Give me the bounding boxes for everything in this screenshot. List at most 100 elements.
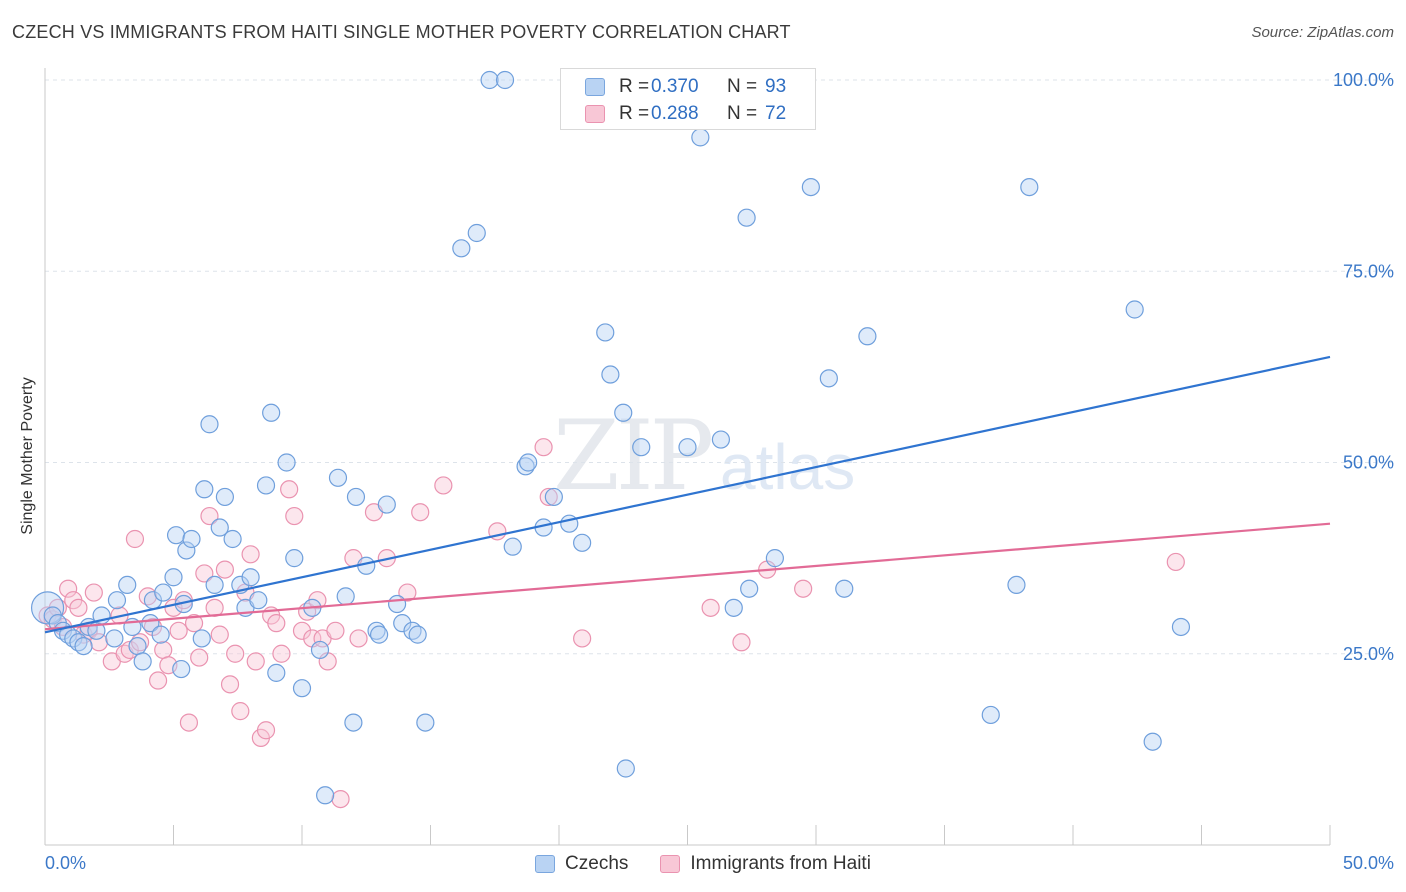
czech-point <box>596 323 615 342</box>
czech-point <box>249 591 268 610</box>
czech-points <box>30 70 1191 805</box>
czech-point <box>678 438 697 457</box>
czech-point <box>182 529 201 549</box>
czech-point <box>691 128 710 147</box>
czech-point <box>151 625 170 644</box>
czech-point <box>1125 300 1144 319</box>
czech-point <box>711 430 731 449</box>
czech-point <box>336 587 355 606</box>
haiti-point <box>534 438 553 457</box>
czech-point <box>74 636 93 656</box>
r-label: R = <box>619 103 650 124</box>
haiti-point <box>398 583 417 602</box>
czech-point <box>210 518 229 537</box>
haiti-trend-line <box>44 522 1331 631</box>
czech-point <box>192 629 211 648</box>
haiti-point <box>326 621 345 640</box>
czech-point <box>416 713 435 732</box>
gridlines <box>45 79 1392 655</box>
czech-point <box>737 208 756 227</box>
czech-point <box>223 529 242 549</box>
haiti-point <box>184 614 204 633</box>
czech-point <box>467 223 486 243</box>
czech-point <box>495 70 515 90</box>
x-tick-label: 0.0% <box>45 853 86 873</box>
czech-point <box>205 575 224 595</box>
legend-item-czechs: Czechs <box>535 853 628 875</box>
czech-point <box>316 786 335 805</box>
y-tick-label: 100.0% <box>1333 70 1394 90</box>
haiti-point <box>292 621 312 640</box>
n-label: N = <box>727 76 758 97</box>
czech-point <box>154 583 173 602</box>
czech-point <box>346 487 366 507</box>
czech-point <box>285 549 304 568</box>
czech-point <box>452 239 471 258</box>
czech-point <box>262 403 281 422</box>
czech-point <box>195 480 214 499</box>
haiti-point <box>256 721 276 740</box>
series-legend: Czechs Immigrants from Haiti <box>0 852 1406 876</box>
haiti-point <box>267 614 286 633</box>
haiti-point <box>411 503 430 522</box>
czech-point <box>801 178 820 197</box>
czech-point <box>835 579 854 598</box>
czech-point <box>128 636 147 656</box>
haiti-point <box>272 644 291 663</box>
haiti-point <box>280 480 299 499</box>
r-label: R = <box>619 76 650 97</box>
czech-point <box>133 652 152 671</box>
czech-point <box>141 614 160 633</box>
czech-point <box>858 327 877 346</box>
y-tick-label: 25.0% <box>1343 644 1394 664</box>
legend-label-czechs: Czechs <box>565 853 629 874</box>
czech-point <box>616 759 635 778</box>
czech-point <box>601 365 620 384</box>
r-value: 0.288 <box>651 103 699 124</box>
haiti-point <box>231 702 250 721</box>
haiti-point <box>220 675 240 694</box>
czech-point <box>177 541 196 560</box>
czechs-swatch <box>585 78 605 96</box>
haiti-point <box>125 529 145 549</box>
haiti-point <box>179 713 199 732</box>
legend-label-haiti: Immigrants from Haiti <box>690 853 871 874</box>
haiti-point <box>573 629 592 648</box>
czech-point <box>241 568 260 587</box>
czech-point <box>107 591 127 610</box>
czech-point <box>573 533 592 552</box>
czech-point <box>519 453 538 472</box>
czech-point <box>328 468 348 487</box>
legend-item-haiti: Immigrants from Haiti <box>660 853 871 875</box>
czech-point <box>200 415 219 434</box>
czech-point <box>765 549 784 568</box>
haiti-point <box>154 640 173 660</box>
trend-lines <box>44 355 1331 634</box>
czech-point <box>267 663 286 682</box>
haiti-point <box>210 625 229 644</box>
watermark-atlas: atlas <box>720 431 856 503</box>
haiti-swatch <box>585 105 605 123</box>
czechs-swatch <box>535 855 556 873</box>
haiti-swatch <box>660 855 681 873</box>
y-axis-label: Single Mother Poverty <box>19 377 36 535</box>
haiti-point <box>349 629 368 648</box>
czech-point <box>256 476 276 495</box>
czech-point <box>166 526 186 545</box>
axes <box>44 68 1331 846</box>
haiti-point <box>84 583 103 602</box>
czech-point <box>310 640 330 660</box>
czech-point <box>724 598 743 617</box>
czech-point <box>1007 575 1026 595</box>
haiti-point <box>59 579 78 598</box>
czech-point <box>981 705 1000 725</box>
n-value: 93 <box>765 76 787 97</box>
haiti-point <box>200 506 219 526</box>
haiti-point <box>434 476 453 495</box>
legend-row-haiti: R = 0.288 N = 72 <box>585 101 786 127</box>
n-label: N = <box>727 103 758 124</box>
r-value: 0.370 <box>651 76 699 97</box>
haiti-point <box>148 671 168 690</box>
haiti-point <box>331 789 350 809</box>
czech-point <box>292 679 312 698</box>
